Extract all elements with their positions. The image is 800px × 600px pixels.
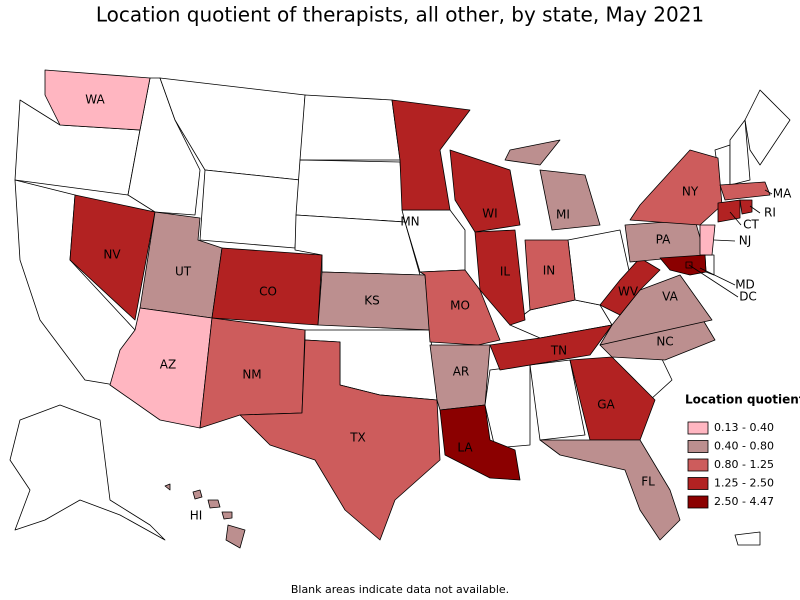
state [44, 69, 151, 131]
state-label: GA [597, 398, 615, 412]
state [539, 169, 601, 231]
state-label: KS [364, 294, 380, 308]
legend-label: 0.13 - 0.40 [714, 421, 774, 434]
state-label: WA [85, 93, 105, 107]
legend-swatch [687, 458, 709, 472]
state-label: NC [656, 335, 673, 349]
state-label: MO [450, 299, 470, 313]
state [439, 404, 521, 481]
map-title: Location quotient of therapists, all oth… [96, 3, 704, 27]
state-label: NM [242, 368, 261, 382]
legend: Location quotient 0.13 - 0.40 0.40 - 0.80… [685, 393, 800, 509]
state [524, 239, 576, 311]
state-label: VA [662, 290, 678, 304]
state [192, 489, 203, 500]
no-data-states [9, 77, 791, 546]
state-label: AR [453, 365, 470, 379]
leader-line [764, 189, 773, 195]
state-blank [529, 359, 586, 441]
leader-line [699, 267, 736, 286]
state [221, 511, 233, 520]
state-label: FL [641, 475, 655, 489]
state-blank [734, 531, 761, 546]
state [164, 483, 171, 491]
legend-title: Location quotient [685, 393, 800, 407]
state [659, 254, 707, 276]
state [539, 439, 681, 541]
state [569, 356, 656, 441]
leader-line [688, 264, 739, 298]
state-label: MN [400, 215, 419, 229]
state [629, 149, 723, 226]
legend-swatch [687, 477, 709, 490]
state-label: IL [500, 265, 511, 279]
state-label: NV [103, 248, 121, 262]
state-label: UT [175, 265, 192, 279]
legend-label: 2.50 - 4.47 [714, 495, 774, 508]
leader-line [729, 211, 742, 226]
state-label: PA [656, 233, 671, 247]
state-label: WI [482, 207, 497, 221]
state-label: IN [543, 264, 556, 278]
state [717, 199, 741, 223]
state-blank [484, 364, 531, 449]
state-label: LA [457, 441, 473, 455]
state-label: HI [190, 509, 203, 523]
state-blank [9, 404, 166, 541]
legend-swatch [687, 495, 709, 509]
state-label: RI [764, 206, 776, 220]
state-label: CO [259, 285, 277, 299]
leader-line [713, 239, 736, 242]
state-label: NY [682, 185, 699, 199]
state-label: DC [739, 290, 757, 304]
state [699, 224, 716, 256]
state [207, 499, 221, 509]
state-labels: WA NV UT AZ CO NM KS TX MN MO AR LA WI IL IN MI TN GA FL NC… [85, 93, 792, 523]
state [599, 257, 661, 316]
state [419, 269, 501, 346]
footnote: Blank areas indicate data not available. [291, 583, 509, 596]
legend-label: 1.25 - 2.50 [714, 477, 774, 490]
legend-label: 0.80 - 1.25 [714, 458, 774, 471]
state [239, 339, 441, 541]
state-blank [295, 159, 406, 223]
state [69, 194, 156, 321]
state-label: NJ [739, 234, 752, 248]
state [391, 99, 471, 211]
legend-swatch [687, 440, 709, 453]
state-blank [299, 94, 401, 161]
state-label: MI [556, 208, 570, 222]
state [225, 524, 246, 549]
state [739, 199, 753, 215]
data-states [44, 69, 771, 549]
state-label: MD [735, 278, 755, 292]
state-blank [744, 89, 791, 166]
state-blank [199, 169, 301, 249]
state [449, 149, 521, 233]
state-label: MA [773, 187, 792, 201]
state [474, 229, 526, 326]
leader-line [749, 205, 761, 214]
state-label: WV [618, 285, 639, 299]
state-label: TN [550, 344, 567, 358]
state-label: CT [743, 218, 759, 232]
state-label: AZ [160, 358, 176, 372]
legend-label: 0.40 - 0.80 [714, 440, 774, 453]
legend-swatch [687, 421, 709, 435]
state [504, 139, 561, 166]
state [719, 181, 771, 201]
state-label: TX [349, 431, 366, 445]
state [489, 324, 613, 371]
state-blank [729, 119, 751, 186]
